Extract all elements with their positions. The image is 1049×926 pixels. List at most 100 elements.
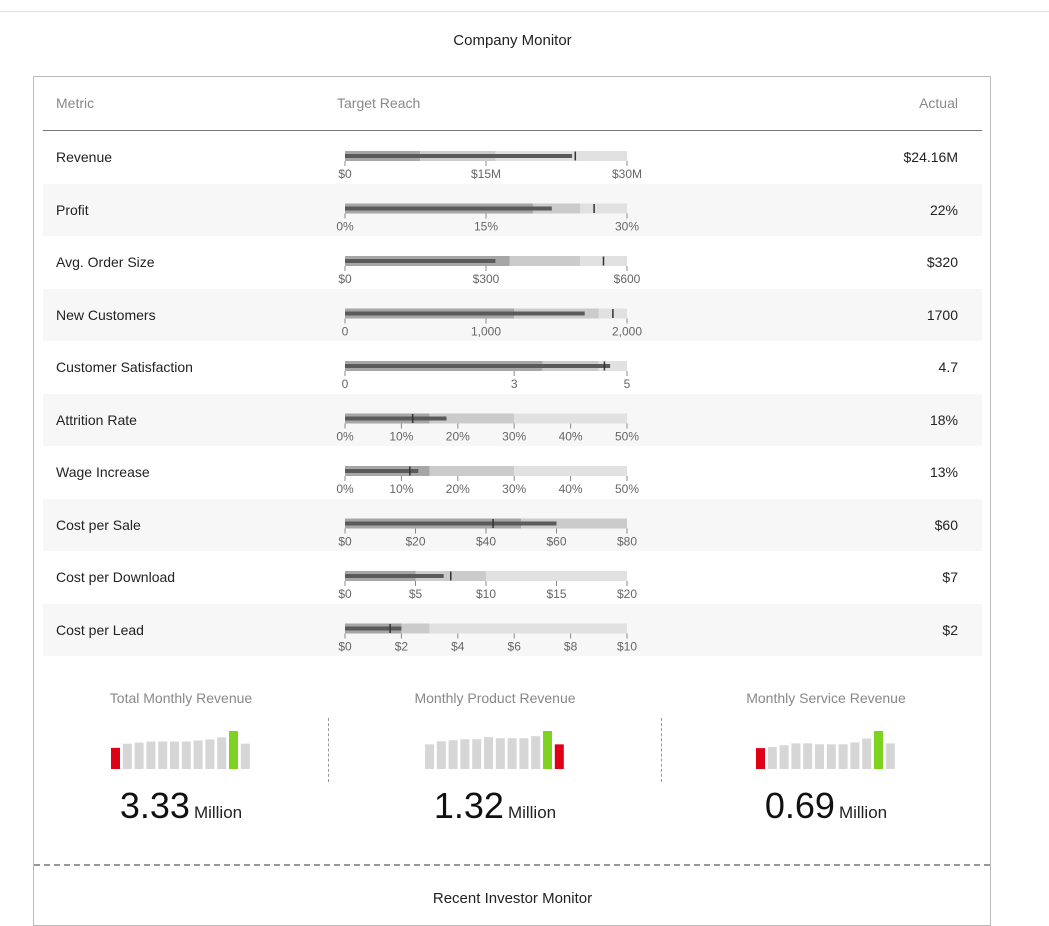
sparkline-bar [507, 738, 517, 769]
top-divider [0, 11, 1049, 12]
bullet-chart: $0 $20 $40 $60 $80 [338, 518, 637, 549]
sparkline-bar [791, 743, 801, 769]
sparkline-monthly-product-revenue [425, 731, 564, 769]
bullet-target-marker [409, 466, 411, 476]
sparkline-bar [519, 738, 529, 769]
sparkline-bar [779, 745, 789, 769]
bullet-target-marker [389, 624, 391, 633]
sparkline-bar [885, 743, 895, 769]
sparkline-bar [436, 741, 446, 769]
bullet-chart: 0% 15% 30% [336, 203, 639, 234]
bullet-measure [345, 416, 447, 421]
axis-tick-label: $4 [451, 640, 465, 654]
column-header-metric: Metric [56, 95, 95, 111]
kpi-product-value: 1.32 Million [345, 785, 645, 827]
axis-tick-label: $0 [338, 587, 352, 601]
axis-tick-label: $10 [617, 640, 637, 654]
metric-label: Attrition Rate [56, 411, 137, 428]
axis-tick-label: $300 [473, 272, 500, 286]
axis-tick-label: 30% [502, 482, 526, 496]
bullet-range [521, 518, 627, 529]
axis-tick-label: $0 [338, 167, 352, 181]
column-header-target: Target Reach [337, 95, 421, 111]
bullet-chart: 0% 10% 20% 30% 40% 50% [336, 466, 639, 496]
axis-tick-label: 20% [446, 430, 470, 444]
column-header-actual: Actual [919, 95, 958, 111]
bullet-range [598, 361, 627, 371]
bullet-measure [345, 521, 557, 526]
kpi-service-value: 0.69 Million [676, 785, 976, 827]
section-title-investor: Recent Investor Monitor [432, 890, 593, 907]
axis-tick-label: $40 [476, 535, 496, 549]
bullet-range [533, 203, 580, 214]
sparkline-bar [531, 736, 541, 769]
bullet-target-marker [602, 256, 605, 266]
sparkline-bar [425, 744, 434, 769]
header-divider [43, 130, 982, 131]
actual-value: $24.16M [903, 149, 958, 165]
bullet-range [514, 466, 627, 476]
axis-tick-label: 10% [389, 430, 413, 444]
actual-value: 18% [929, 411, 958, 428]
actual-value: 13% [929, 464, 958, 480]
kpi-service-number: 0.69 [764, 785, 835, 826]
page-title: Company Monitor [453, 32, 572, 49]
metric-label: Profit [56, 201, 89, 218]
axis-tick-label: $60 [546, 535, 566, 549]
kpi-total-unit: Million [193, 803, 243, 822]
actual-value: 22% [929, 201, 958, 218]
metric-label: Customer Satisfaction [56, 359, 193, 375]
sparkline-bar [170, 741, 179, 769]
axis-tick-label: 1,000 [471, 325, 501, 339]
sparkline-bar [495, 738, 505, 769]
axis-tick-label: $8 [564, 640, 578, 654]
sparkline-bar [205, 739, 215, 769]
kpi-total: Total Monthly Revenue [31, 690, 331, 706]
sparkline-bar [756, 748, 765, 769]
sparkline-bar [111, 747, 120, 769]
sparkline-bar [193, 740, 203, 769]
bullet-chart: 0% 10% 20% 30% 40% 50% [336, 413, 639, 444]
axis-tick-label: $20 [405, 535, 425, 549]
kpi-product-number: 1.32 [433, 785, 504, 826]
bullet-chart: $0 $300 $600 [338, 256, 641, 286]
axis-tick-label: 40% [559, 482, 583, 496]
axis-tick-label: 20% [446, 482, 470, 496]
sparkline-bar [217, 737, 227, 769]
bullet-target-marker [574, 151, 577, 161]
sparkline-bar [134, 742, 144, 769]
metric-label: Revenue [56, 149, 113, 165]
kpi-separator [328, 718, 329, 782]
bullet-target-marker [450, 571, 452, 581]
sparkline-bar [838, 744, 848, 769]
sparkline-monthly-service-revenue [756, 731, 895, 769]
bullet-range [429, 466, 515, 476]
metric-label: Wage Increase [56, 464, 150, 480]
axis-tick-label: 5 [624, 377, 631, 391]
axis-tick-label: $5 [409, 587, 423, 601]
actual-value: $2 [942, 621, 958, 638]
bullet-target-marker [593, 204, 595, 213]
axis-tick-label: 2,000 [612, 325, 642, 339]
axis-tick-label: 0 [342, 325, 349, 339]
bullet-range [401, 623, 430, 634]
kpi-product-title: Monthly Product Revenue [414, 690, 576, 706]
kpi-service: Monthly Service Revenue [676, 690, 976, 706]
sparkline-bar [826, 744, 836, 769]
axis-tick-label: 3 [511, 377, 518, 391]
bullet-measure [345, 311, 585, 316]
axis-tick-label: $15 [546, 587, 566, 601]
metric-label: Cost per Download [56, 569, 176, 585]
bullet-chart: 0 3 5 [342, 361, 631, 391]
kpi-service-unit: Million [838, 803, 888, 822]
kpi-product-unit: Million [507, 803, 557, 822]
axis-tick-label: $15M [471, 167, 501, 181]
actual-value: $7 [942, 569, 958, 585]
sparkline-bar [472, 739, 482, 769]
actual-value: $60 [934, 516, 958, 533]
sparkline-bar [862, 738, 872, 769]
sparkline-bar [229, 731, 238, 769]
axis-tick-label: 0% [336, 430, 354, 444]
bullet-chart: $0 $5 $10 $15 $20 [338, 571, 637, 601]
